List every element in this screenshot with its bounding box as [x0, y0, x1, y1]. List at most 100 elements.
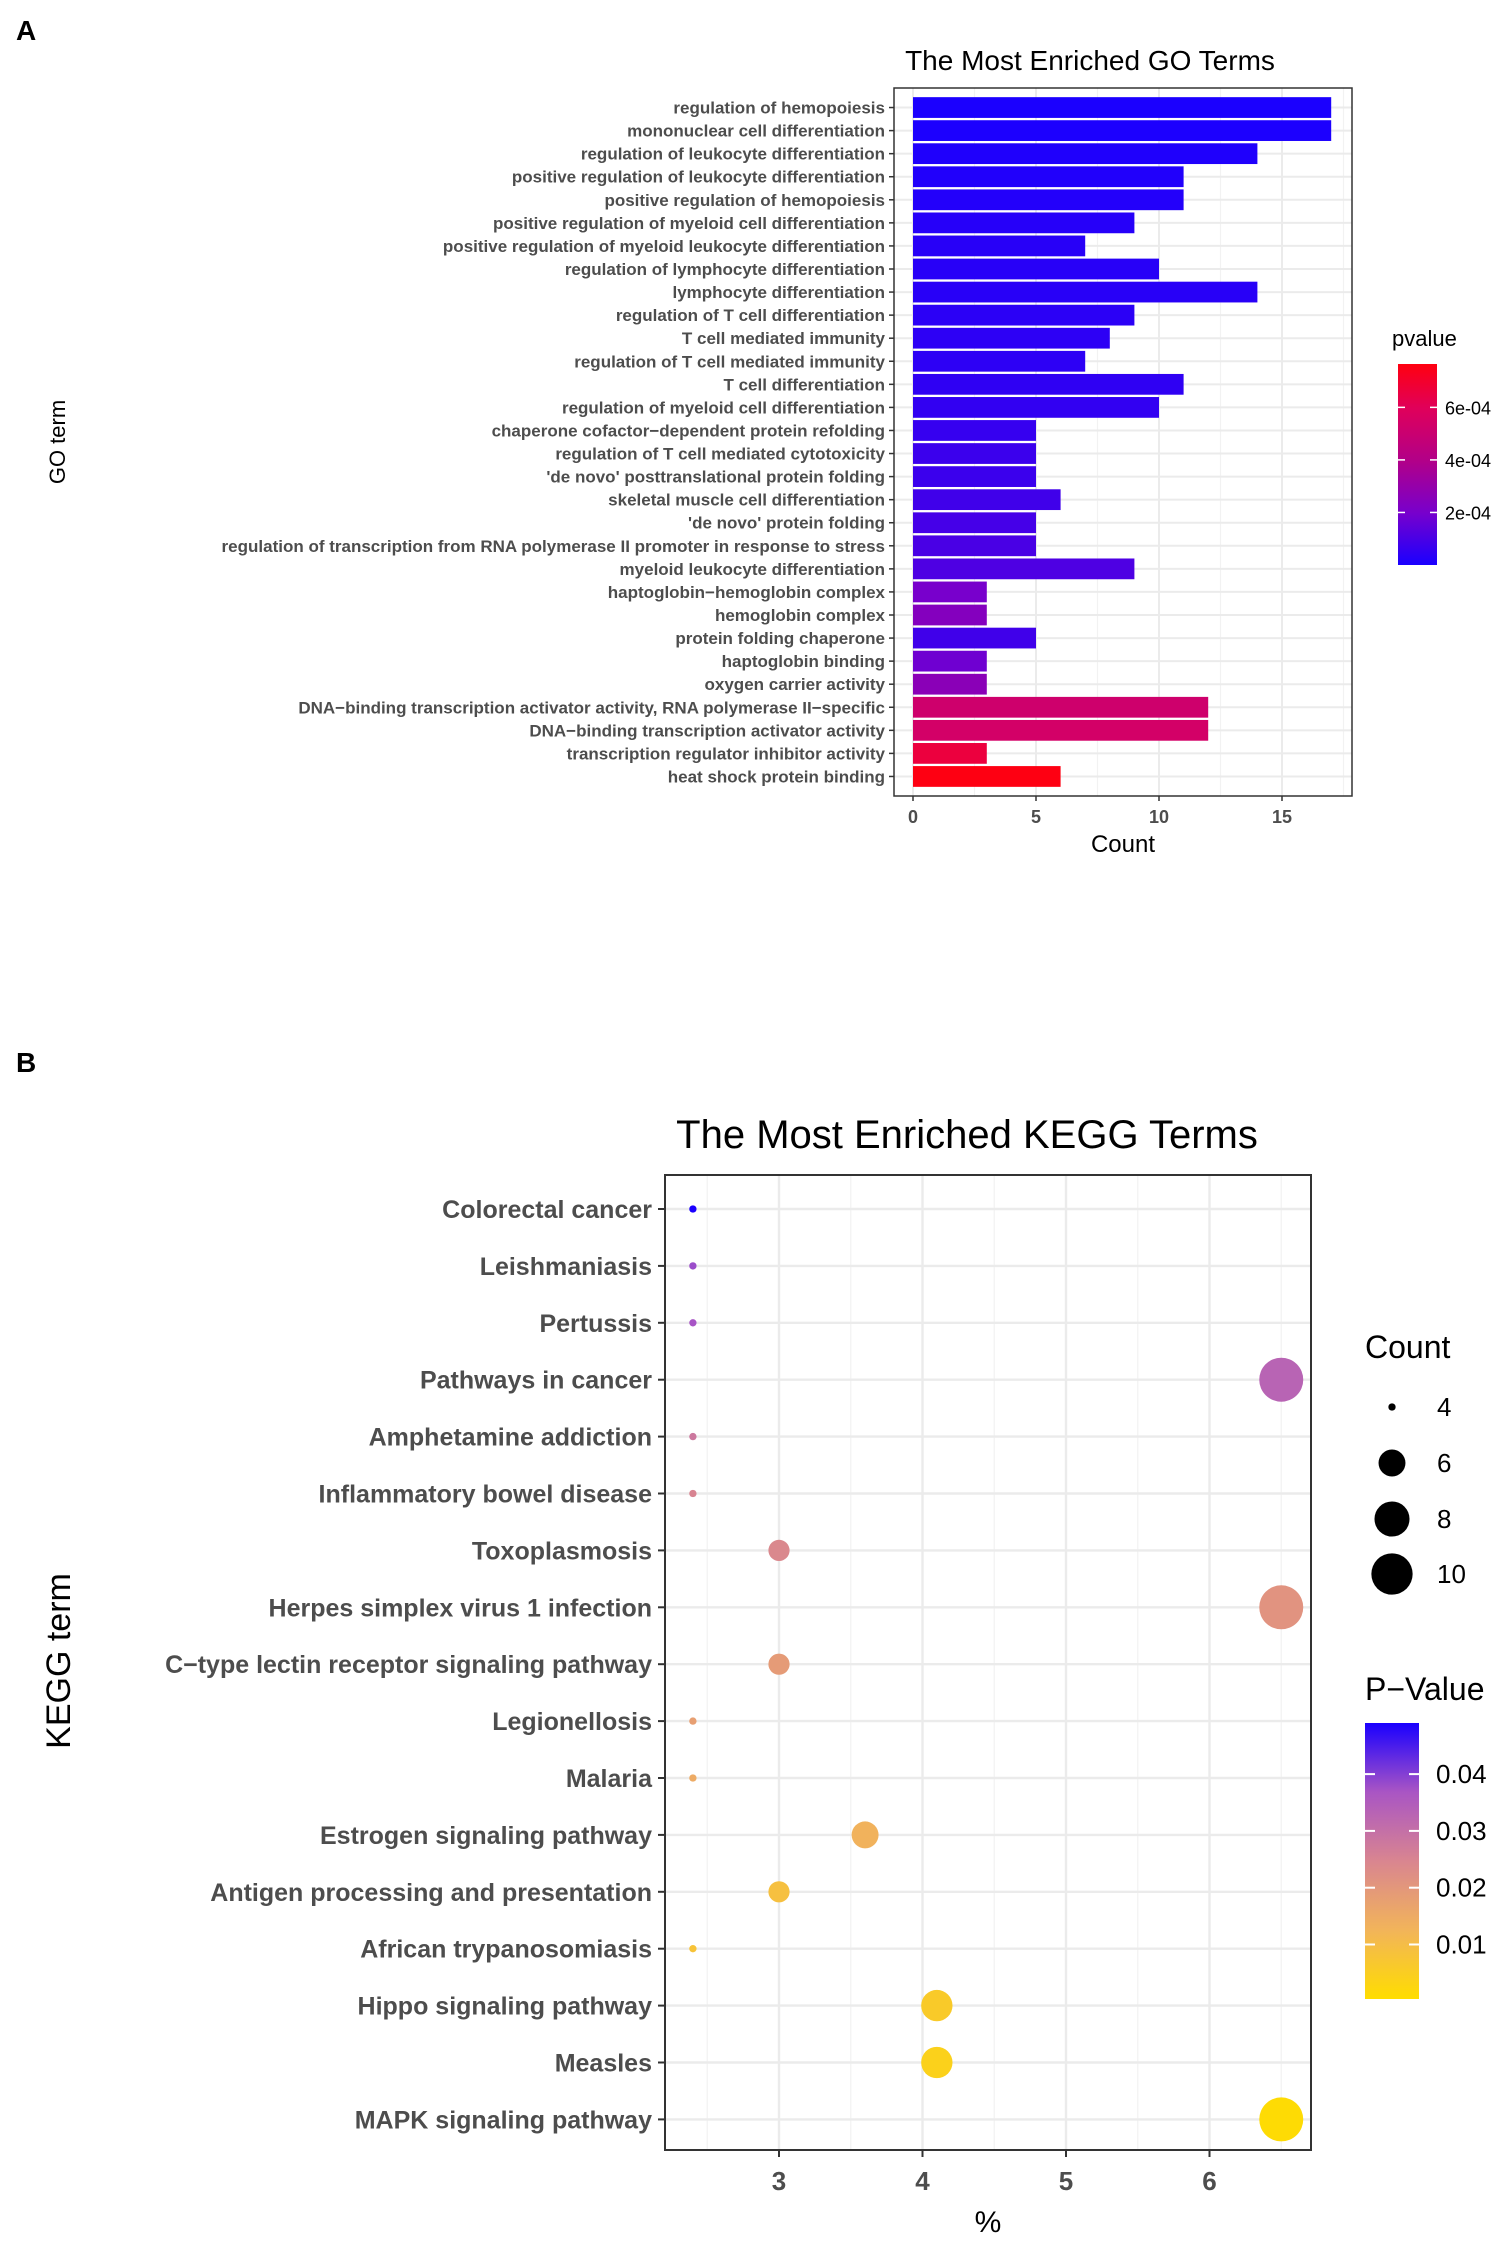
kegg-point	[1259, 2097, 1304, 2142]
go-term-label: 'de novo' posttranslational protein fold…	[546, 468, 885, 487]
go-term-label: regulation of leukocyte differentiation	[581, 145, 885, 164]
kegg-term-label: C−type lectin receptor signaling pathway	[165, 1651, 652, 1679]
kegg-size-legend-dot	[1378, 1449, 1406, 1477]
go-bar	[913, 304, 1135, 326]
go-term-label: regulation of T cell mediated cytotoxici…	[555, 445, 885, 464]
go-term-label: DNA−binding transcription activator acti…	[529, 721, 885, 740]
kegg-colorbar-tick-label: 0.02	[1436, 1873, 1487, 1903]
kegg-point	[1259, 1585, 1304, 1630]
kegg-x-tick-label: 4	[915, 2166, 930, 2196]
go-x-tick-label: 15	[1272, 807, 1292, 827]
kegg-point	[689, 1717, 697, 1725]
go-colorbar-tick-label: 6e-04	[1445, 398, 1491, 418]
kegg-pvalue-colorbar	[1365, 1723, 1419, 1999]
go-bar	[913, 650, 987, 672]
go-bar	[913, 696, 1209, 718]
kegg-term-label: Herpes simplex virus 1 infection	[269, 1594, 652, 1622]
go-bar	[913, 466, 1036, 487]
go-term-label: haptoglobin−hemoglobin complex	[608, 583, 886, 602]
go-bar	[913, 350, 1086, 372]
kegg-dot-chart: The Most Enriched KEGG Terms % KEGG term…	[40, 1113, 1487, 2239]
kegg-point	[921, 2046, 953, 2079]
kegg-size-legend-label: 6	[1437, 1448, 1451, 1478]
kegg-plot-panel	[665, 1175, 1311, 2150]
kegg-size-legend-dot	[1388, 1403, 1396, 1411]
go-colorbar-tick-label: 4e-04	[1445, 451, 1491, 471]
go-bar	[913, 673, 987, 695]
go-bar	[913, 627, 1036, 649]
go-colorbar-tick-label: 2e-04	[1445, 503, 1491, 523]
kegg-point	[851, 1821, 879, 1849]
kegg-term-label: Legionellosis	[492, 1708, 652, 1736]
go-term-label: positive regulation of myeloid cell diff…	[493, 214, 885, 233]
go-chart-title: The Most Enriched GO Terms	[905, 45, 1275, 76]
go-bar	[913, 327, 1110, 349]
go-bar	[913, 120, 1332, 141]
kegg-term-label: Estrogen signaling pathway	[320, 1822, 652, 1850]
go-term-label: myeloid leukocyte differentiation	[620, 560, 885, 579]
kegg-colorbar-tick-label: 0.03	[1436, 1816, 1487, 1846]
kegg-term-label: Hippo signaling pathway	[358, 1993, 653, 2021]
go-term-label: regulation of T cell mediated immunity	[574, 352, 885, 371]
go-term-label: positive regulation of hemopoiesis	[604, 191, 885, 210]
panel-b-label: B	[16, 1047, 36, 1078]
go-x-axis-label: Count	[1091, 831, 1155, 858]
go-term-label: regulation of T cell differentiation	[616, 306, 885, 325]
go-bar	[913, 766, 1061, 787]
go-x-tick-label: 5	[1031, 807, 1041, 827]
go-term-label: protein folding chaperone	[675, 629, 885, 648]
go-term-label: regulation of transcription from RNA pol…	[222, 537, 885, 556]
go-bar-chart: The Most Enriched GO Terms Count GO term…	[45, 45, 1491, 858]
go-x-tick-label: 0	[908, 807, 918, 827]
kegg-point	[689, 1432, 697, 1441]
kegg-point	[768, 1653, 790, 1675]
kegg-colorbar-tick-label: 0.01	[1436, 1929, 1487, 1959]
go-bar	[913, 397, 1159, 418]
go-term-label: regulation of hemopoiesis	[673, 99, 885, 118]
kegg-size-legend-title: Count	[1365, 1329, 1451, 1365]
go-term-label: oxygen carrier activity	[705, 675, 886, 694]
go-term-label: DNA−binding transcription activator acti…	[298, 698, 885, 717]
go-term-label: positive regulation of myeloid leukocyte…	[443, 237, 885, 256]
kegg-colorbar-tick-label: 0.04	[1436, 1759, 1487, 1789]
go-bar	[913, 258, 1159, 280]
kegg-term-label: Measles	[555, 2050, 652, 2078]
go-term-label: regulation of lymphocyte differentiation	[565, 260, 885, 279]
go-bar	[913, 212, 1135, 234]
kegg-term-label: Pertussis	[539, 1310, 652, 1338]
go-y-axis-label: GO term	[45, 400, 70, 484]
kegg-x-tick-label: 6	[1202, 2166, 1216, 2196]
go-term-label: 'de novo' protein folding	[688, 514, 885, 533]
kegg-point	[768, 1539, 790, 1561]
go-bar	[913, 235, 1086, 257]
kegg-point	[921, 1989, 953, 2022]
go-bar	[913, 743, 987, 764]
kegg-point	[689, 1319, 697, 1327]
go-legend-title: pvalue	[1392, 326, 1457, 351]
kegg-size-legend-label: 4	[1437, 1392, 1451, 1422]
kegg-term-label: Inflammatory bowel disease	[319, 1481, 653, 1509]
go-panel-border	[893, 87, 1353, 797]
kegg-point	[689, 1774, 697, 1782]
go-term-label: positive regulation of leukocyte differe…	[512, 168, 885, 187]
kegg-point	[689, 1489, 697, 1498]
go-bar	[913, 97, 1332, 118]
go-bar	[913, 604, 987, 626]
kegg-x-tick-label: 3	[772, 2166, 786, 2196]
go-bar	[913, 558, 1135, 580]
kegg-x-axis-label: %	[975, 2206, 1002, 2239]
kegg-x-tick-label: 5	[1059, 2166, 1073, 2196]
go-x-tick-label: 10	[1149, 807, 1169, 827]
go-term-label: T cell mediated immunity	[682, 329, 886, 348]
kegg-term-label: Colorectal cancer	[442, 1196, 652, 1224]
go-term-label: haptoglobin binding	[722, 652, 885, 671]
go-bar	[913, 443, 1036, 464]
go-pvalue-colorbar	[1398, 364, 1437, 565]
go-bar	[913, 281, 1258, 303]
kegg-term-label: Leishmaniasis	[480, 1253, 652, 1281]
go-bar	[913, 143, 1258, 165]
go-bar	[913, 373, 1184, 395]
go-term-label: skeletal muscle cell differentiation	[608, 491, 885, 510]
go-bar	[913, 535, 1036, 557]
